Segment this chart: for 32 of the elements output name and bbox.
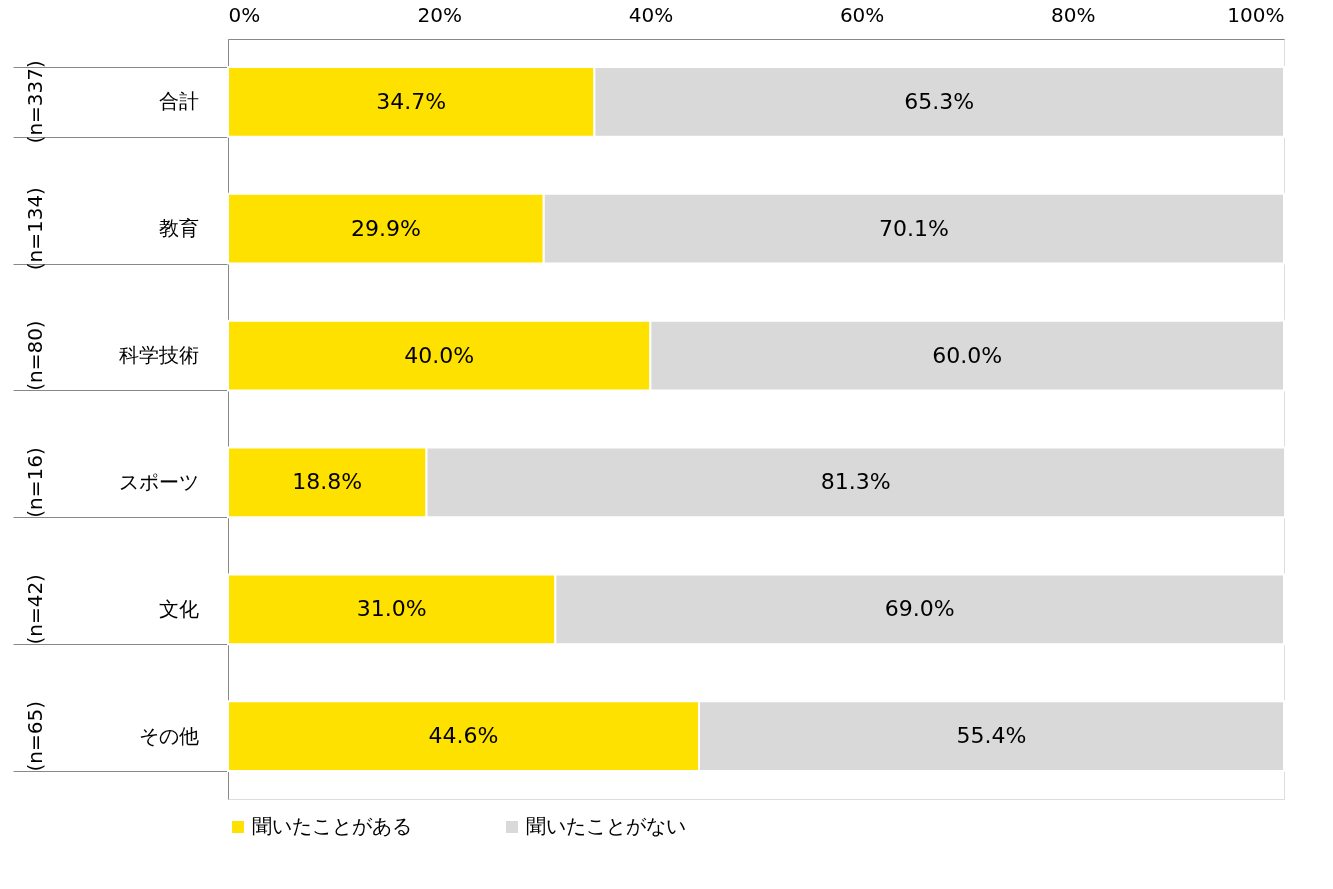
x-tick-label: 60% [839, 2, 885, 27]
x-tick-label: 100% [1227, 2, 1285, 27]
x-tick-label: 0% [228, 2, 261, 27]
data-label: 60.0% [932, 342, 1003, 368]
data-label: 55.4% [956, 723, 1027, 749]
legend-label: 聞いたことがある [252, 814, 412, 838]
text: (n=80) [23, 320, 47, 391]
data-label: 29.9% [350, 215, 421, 241]
text: (n=65) [23, 700, 47, 772]
y-tick-label: 教育 [158, 216, 199, 241]
y-tick-label: その他 [138, 723, 199, 748]
x-tick-label: 80% [1051, 2, 1096, 27]
x-tick-label: 40% [628, 2, 674, 27]
data-label: 65.3% [904, 88, 975, 114]
y-tick-label: 合計 [158, 89, 199, 114]
data-label: 44.6% [428, 723, 499, 749]
x-tick-label: 20% [417, 2, 462, 27]
text: (n=134) [23, 187, 47, 271]
data-label: 81.3% [820, 469, 891, 495]
y-tick-label: スポーツ [118, 469, 199, 494]
text: (n=337) [23, 60, 47, 144]
text: (n=16) [23, 447, 47, 518]
y-tick-label: 科学技術 [118, 343, 199, 368]
y-tick-label: 文化 [158, 596, 199, 621]
data-label: 18.8% [292, 469, 363, 495]
data-label: 69.0% [884, 596, 955, 622]
data-label: 34.7% [376, 88, 447, 114]
data-label: 70.1% [878, 215, 949, 241]
data-label: 31.0% [356, 596, 427, 622]
data-label: 40.0% [404, 342, 475, 368]
legend-label: 聞いたことがない [526, 814, 686, 838]
text: (n=42) [23, 574, 47, 645]
